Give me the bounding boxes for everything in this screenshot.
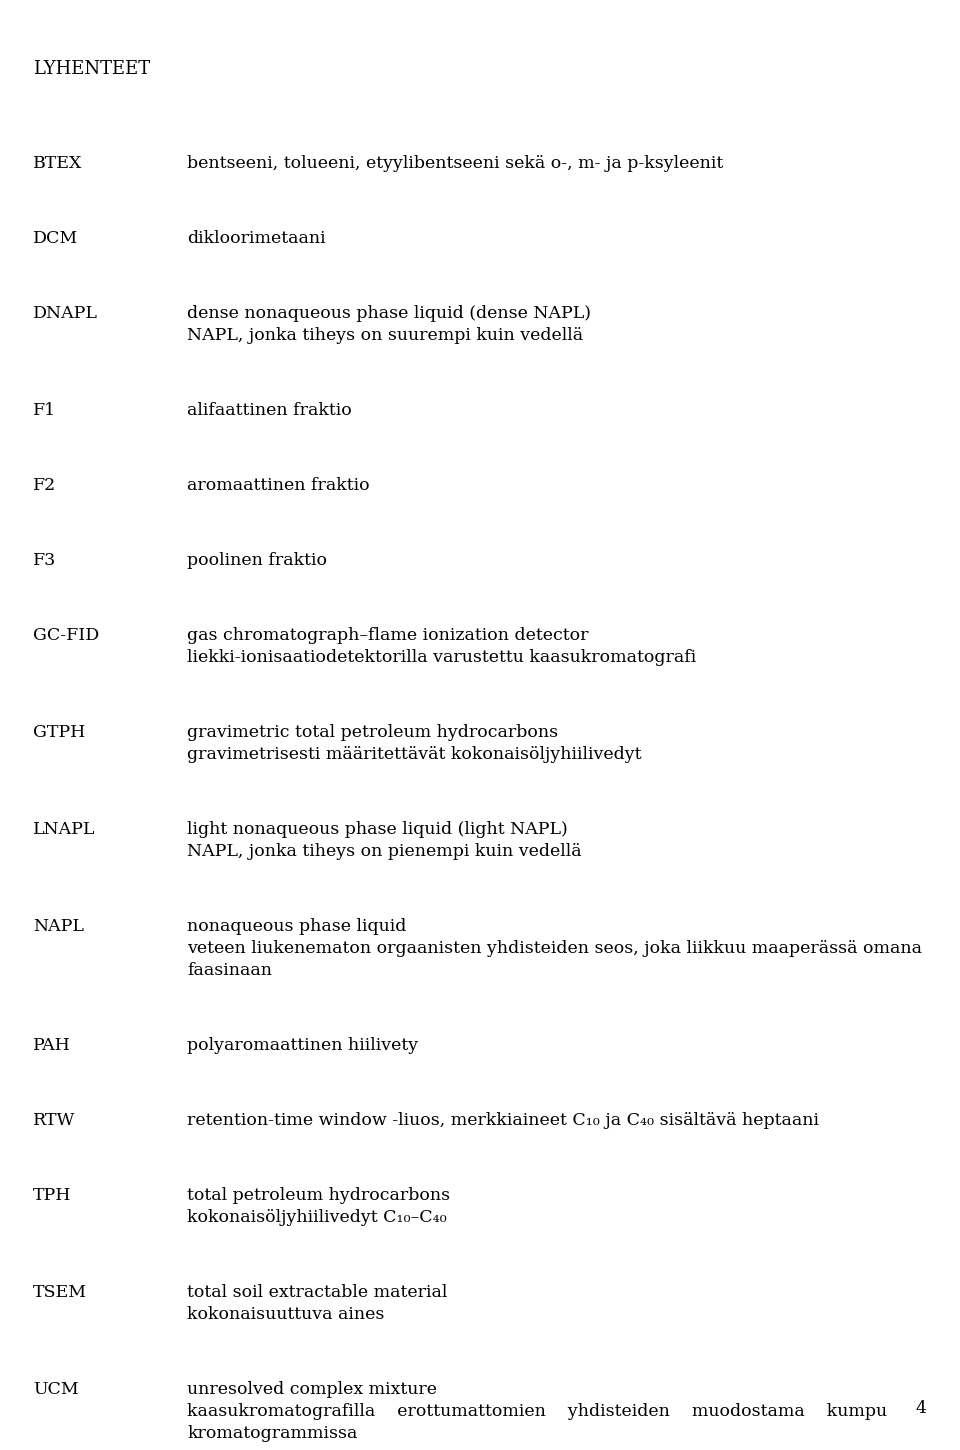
Text: kokonaisöljyhiilivedyt C₁₀–C₄₀: kokonaisöljyhiilivedyt C₁₀–C₄₀ (187, 1209, 446, 1227)
Text: 4: 4 (916, 1401, 927, 1417)
Text: F2: F2 (33, 477, 57, 494)
Text: alifaattinen fraktio: alifaattinen fraktio (187, 402, 351, 419)
Text: F1: F1 (33, 402, 56, 419)
Text: total soil extractable material: total soil extractable material (187, 1285, 447, 1301)
Text: NAPL: NAPL (33, 918, 84, 935)
Text: LNAPL: LNAPL (33, 821, 95, 838)
Text: total petroleum hydrocarbons: total petroleum hydrocarbons (187, 1188, 450, 1204)
Text: faasinaan: faasinaan (187, 961, 272, 979)
Text: unresolved complex mixture: unresolved complex mixture (187, 1380, 437, 1398)
Text: retention-time window -liuos, merkkiaineet C₁₀ ja C₄₀ sisältävä heptaani: retention-time window -liuos, merkkiaine… (187, 1112, 819, 1130)
Text: PAH: PAH (33, 1037, 71, 1054)
Text: UCM: UCM (33, 1380, 79, 1398)
Text: nonaqueous phase liquid: nonaqueous phase liquid (187, 918, 406, 935)
Text: dikloorimetaani: dikloorimetaani (187, 231, 325, 247)
Text: DNAPL: DNAPL (33, 304, 98, 322)
Text: kaasukromatografilla    erottumattomien    yhdisteiden    muodostama    kumpu: kaasukromatografilla erottumattomien yhd… (187, 1404, 887, 1420)
Text: NAPL, jonka tiheys on suurempi kuin vedellä: NAPL, jonka tiheys on suurempi kuin vede… (187, 328, 583, 344)
Text: dense nonaqueous phase liquid (dense NAPL): dense nonaqueous phase liquid (dense NAP… (187, 304, 591, 322)
Text: RTW: RTW (33, 1112, 76, 1130)
Text: kromatogrammissa: kromatogrammissa (187, 1425, 357, 1441)
Text: LYHENTEET: LYHENTEET (33, 59, 150, 78)
Text: TPH: TPH (33, 1188, 71, 1204)
Text: aromaattinen fraktio: aromaattinen fraktio (187, 477, 370, 494)
Text: poolinen fraktio: poolinen fraktio (187, 552, 327, 568)
Text: TSEM: TSEM (33, 1285, 87, 1301)
Text: GTPH: GTPH (33, 724, 85, 741)
Text: NAPL, jonka tiheys on pienempi kuin vedellä: NAPL, jonka tiheys on pienempi kuin vede… (187, 842, 582, 860)
Text: F3: F3 (33, 552, 57, 568)
Text: liekki-ionisaatiodetektorilla varustettu kaasukromatografi: liekki-ionisaatiodetektorilla varustettu… (187, 650, 696, 666)
Text: light nonaqueous phase liquid (light NAPL): light nonaqueous phase liquid (light NAP… (187, 821, 567, 838)
Text: kokonaisuuttuva aines: kokonaisuuttuva aines (187, 1306, 384, 1322)
Text: gravimetric total petroleum hydrocarbons: gravimetric total petroleum hydrocarbons (187, 724, 558, 741)
Text: gravimetrisesti määritettävät kokonaisöljyhiilivedyt: gravimetrisesti määritettävät kokonaisöl… (187, 745, 641, 763)
Text: DCM: DCM (33, 231, 79, 247)
Text: gas chromatograph–flame ionization detector: gas chromatograph–flame ionization detec… (187, 626, 588, 644)
Text: polyaromaattinen hiilivety: polyaromaattinen hiilivety (187, 1037, 419, 1054)
Text: BTEX: BTEX (33, 155, 83, 173)
Text: veteen liukenematon orgaanisten yhdisteiden seos, joka liikkuu maaperässä omana: veteen liukenematon orgaanisten yhdistei… (187, 940, 922, 957)
Text: bentseeni, tolueeni, etyylibentseeni sekä o-, m- ja p-ksyleenit: bentseeni, tolueeni, etyylibentseeni sek… (187, 155, 723, 173)
Text: GC-FID: GC-FID (33, 626, 99, 644)
